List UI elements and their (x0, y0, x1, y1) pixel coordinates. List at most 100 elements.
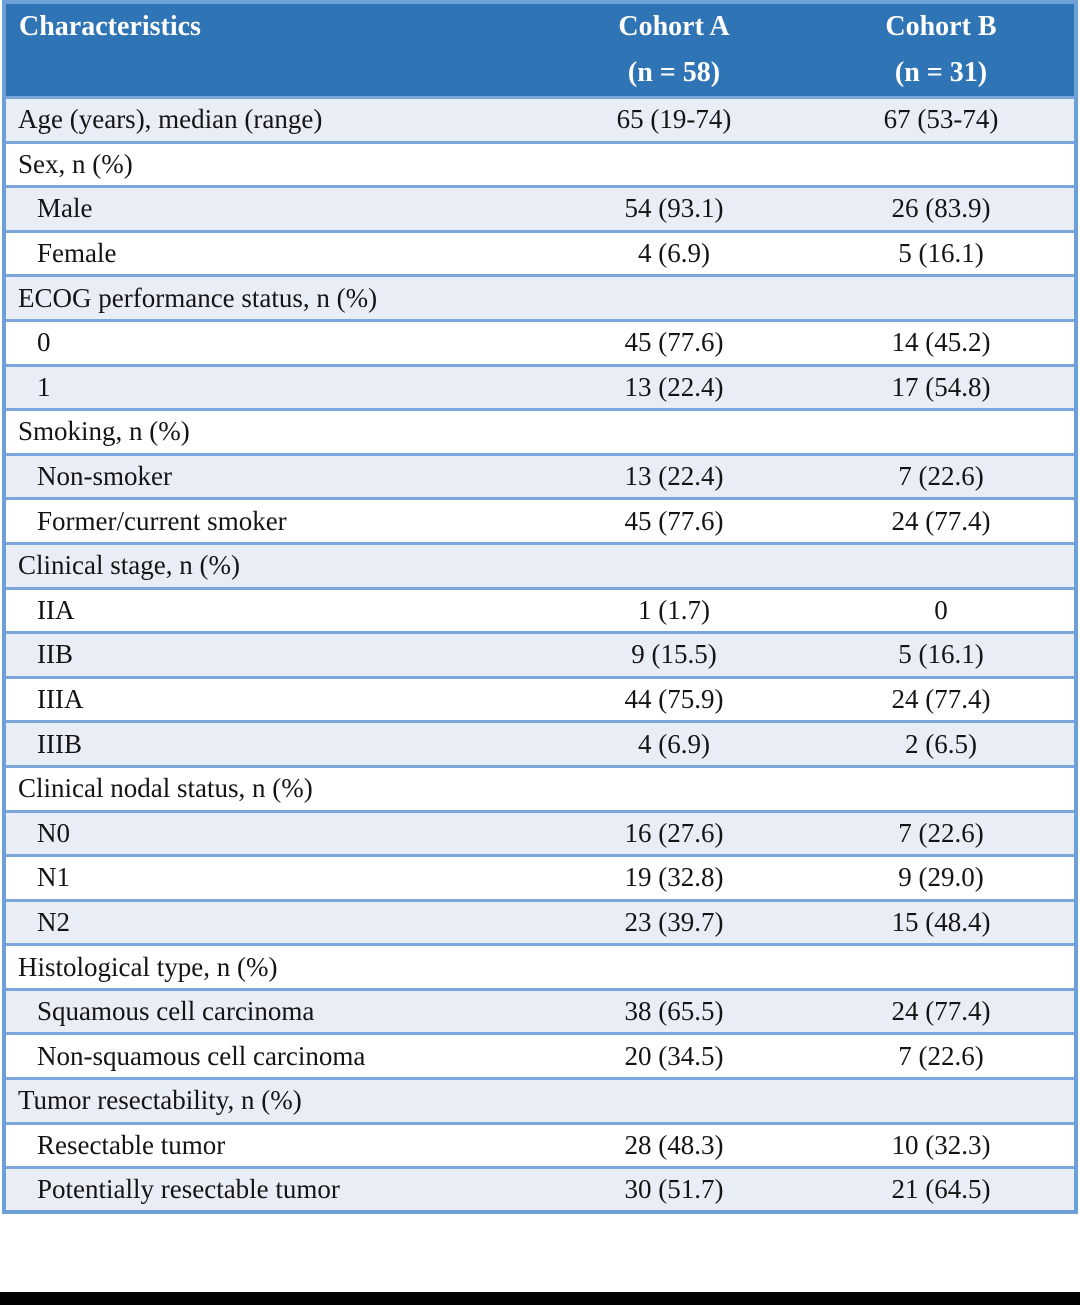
row-label-cell: IIB (4, 632, 540, 679)
bottom-black-bar (0, 1292, 1080, 1305)
cohort-a-value-cell (540, 409, 808, 456)
row-label-cell: 0 (4, 320, 540, 367)
cohort-b-value-cell: 24 (77.4) (808, 677, 1076, 724)
table-row: Non-smoker 13 (22.4) 7 (22.6) (4, 454, 1076, 501)
table-row: IIA 1 (1.7) 0 (4, 588, 1076, 635)
cohort-b-value-cell: 0 (808, 588, 1076, 635)
table-row: IIIB 4 (6.9) 2 (6.5) (4, 721, 1076, 768)
table-row: ECOG performance status, n (%) (4, 275, 1076, 322)
row-label-cell: Histological type, n (%) (4, 944, 540, 991)
cohort-a-value-cell: 13 (22.4) (540, 365, 808, 412)
row-label-cell: N0 (4, 811, 540, 858)
row-label-cell: Clinical stage, n (%) (4, 543, 540, 590)
cohort-a-value-cell (540, 766, 808, 813)
cohort-b-value-cell (808, 1078, 1076, 1125)
table-row: Former/current smoker 45 (77.6) 24 (77.4… (4, 498, 1076, 545)
cohort-a-value-cell: 13 (22.4) (540, 454, 808, 501)
cohort-b-value-cell: 67 (53-74) (808, 97, 1076, 144)
table-row: Female 4 (6.9) 5 (16.1) (4, 231, 1076, 278)
cohort-b-value-cell (808, 944, 1076, 991)
cohort-a-value-cell: 54 (93.1) (540, 186, 808, 233)
row-label-cell: N1 (4, 855, 540, 902)
table-row: N0 16 (27.6) 7 (22.6) (4, 811, 1076, 858)
cohort-b-value-cell (808, 409, 1076, 456)
cohort-b-value-cell (808, 543, 1076, 590)
table-row: N1 19 (32.8) 9 (29.0) (4, 855, 1076, 902)
cohort-a-value-cell: 45 (77.6) (540, 320, 808, 367)
cohort-b-value-cell: 5 (16.1) (808, 231, 1076, 278)
cohort-b-value-cell: 9 (29.0) (808, 855, 1076, 902)
row-label-cell: Potentially resectable tumor (4, 1167, 540, 1214)
cohort-b-value-cell: 21 (64.5) (808, 1167, 1076, 1214)
table-row: IIIA 44 (75.9) 24 (77.4) (4, 677, 1076, 724)
row-label-cell: Clinical nodal status, n (%) (4, 766, 540, 813)
row-label-cell: IIIB (4, 721, 540, 768)
table-body: Age (years), median (range) 65 (19-74) 6… (4, 97, 1076, 1214)
characteristics-table: Characteristics Cohort A (n = 58) Cohort… (2, 0, 1078, 1215)
header-cohort-a-n: (n = 58) (627, 57, 721, 88)
table-row: Age (years), median (range) 65 (19-74) 6… (4, 97, 1076, 144)
table-row: Non-squamous cell carcinoma 20 (34.5) 7 … (4, 1033, 1076, 1081)
cohort-a-value-cell (540, 1078, 808, 1125)
cohort-a-value-cell (540, 142, 808, 189)
cohort-a-value-cell: 45 (77.6) (540, 498, 808, 545)
row-label-cell: Former/current smoker (4, 498, 540, 545)
cohort-a-value-cell: 16 (27.6) (540, 811, 808, 858)
table-row: Clinical stage, n (%) (4, 543, 1076, 590)
header-cohort-b-n: (n = 31) (894, 57, 988, 88)
table-row: Resectable tumor 28 (48.3) 10 (32.3) (4, 1123, 1076, 1170)
table-row: Sex, n (%) (4, 142, 1076, 189)
row-label-cell: IIA (4, 588, 540, 635)
row-label-cell: Male (4, 186, 540, 233)
table-row: IIB 9 (15.5) 5 (16.1) (4, 632, 1076, 679)
cohort-a-value-cell (540, 944, 808, 991)
header-cohort-b: Cohort B (n = 31) (808, 2, 1076, 99)
table-header-row: Characteristics Cohort A (n = 58) Cohort… (4, 2, 1076, 99)
table-row: Smoking, n (%) (4, 409, 1076, 456)
cohort-a-value-cell (540, 275, 808, 322)
row-label-cell: 1 (4, 365, 540, 412)
header-characteristics: Characteristics (4, 2, 540, 99)
row-label-cell: ECOG performance status, n (%) (4, 275, 540, 322)
table-header: Characteristics Cohort A (n = 58) Cohort… (4, 2, 1076, 99)
cohort-a-value-cell: 19 (32.8) (540, 855, 808, 902)
header-cohort-b-title: Cohort B (885, 11, 997, 42)
cohort-b-value-cell (808, 142, 1076, 189)
row-label-cell: Age (years), median (range) (4, 97, 540, 144)
cohort-b-value-cell: 26 (83.9) (808, 186, 1076, 233)
cohort-b-value-cell: 7 (22.6) (808, 811, 1076, 858)
cohort-a-value-cell: 1 (1.7) (540, 588, 808, 635)
cohort-a-value-cell: 23 (39.7) (540, 900, 808, 947)
cohort-b-value-cell: 15 (48.4) (808, 900, 1076, 947)
cohort-a-value-cell: 38 (65.5) (540, 989, 808, 1036)
header-cohort-a-title: Cohort A (618, 11, 730, 42)
row-label-cell: Non-smoker (4, 454, 540, 501)
row-label-cell: Squamous cell carcinoma (4, 989, 540, 1036)
cohort-a-value-cell: 4 (6.9) (540, 721, 808, 768)
cohort-a-value-cell: 28 (48.3) (540, 1123, 808, 1170)
table-row: N2 23 (39.7) 15 (48.4) (4, 900, 1076, 947)
table-row: Squamous cell carcinoma 38 (65.5) 24 (77… (4, 989, 1076, 1036)
table-row: Potentially resectable tumor 30 (51.7) 2… (4, 1167, 1076, 1214)
row-label-cell: Non-squamous cell carcinoma (4, 1033, 540, 1081)
table-row: Male 54 (93.1) 26 (83.9) (4, 186, 1076, 233)
cohort-b-value-cell: 14 (45.2) (808, 320, 1076, 367)
cohort-b-value-cell: 10 (32.3) (808, 1123, 1076, 1170)
header-characteristics-spacer (6, 50, 540, 96)
cohort-b-value-cell: 7 (22.6) (808, 454, 1076, 501)
cohort-a-value-cell: 9 (15.5) (540, 632, 808, 679)
cohort-b-value-cell: 24 (77.4) (808, 498, 1076, 545)
row-label-cell: Tumor resectability, n (%) (4, 1078, 540, 1125)
row-label-cell: N2 (4, 900, 540, 947)
table-row: Histological type, n (%) (4, 944, 1076, 991)
row-label-cell: Sex, n (%) (4, 142, 540, 189)
cohort-b-value-cell: 5 (16.1) (808, 632, 1076, 679)
cohort-b-value-cell: 7 (22.6) (808, 1033, 1076, 1081)
cohort-b-value-cell: 17 (54.8) (808, 365, 1076, 412)
table-row: Clinical nodal status, n (%) (4, 766, 1076, 813)
header-characteristics-label: Characteristics (19, 11, 201, 42)
cohort-a-value-cell: 44 (75.9) (540, 677, 808, 724)
row-label-cell: Female (4, 231, 540, 278)
cohort-b-value-cell (808, 275, 1076, 322)
